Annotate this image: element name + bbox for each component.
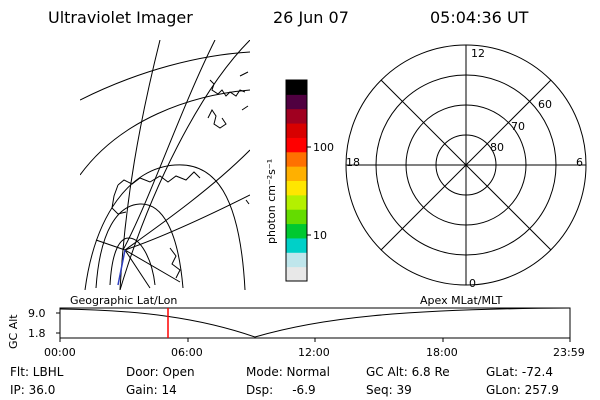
colorbar-cell [286, 209, 307, 225]
colorbar-cell [286, 252, 307, 268]
colorbar-cell [286, 123, 307, 138]
time-tick-2: 12:00 [298, 346, 330, 359]
coastline-7 [245, 199, 250, 205]
status-ip: IP: 36.0 [10, 383, 56, 397]
colorbar-tick-10: 10 [313, 229, 327, 242]
coastline-4 [111, 184, 127, 215]
coastline-5 [169, 247, 181, 279]
coastline-6 [239, 71, 249, 111]
status-gc-alt: GC Alt: 6.8 Re [366, 365, 450, 379]
status-glon: GLon: 257.9 [486, 383, 559, 397]
meridian-2 [119, 40, 161, 290]
colorbar-cell [286, 108, 307, 124]
altitude-ylabel: GC Alt [7, 314, 20, 349]
apex-projection-label: Apex MLat/MLT [420, 294, 503, 307]
time-tick-0: 00:00 [44, 346, 76, 359]
status-mode: Mode: Normal [246, 365, 330, 379]
colorbar-tick-100: 100 [313, 141, 334, 154]
mlt-label-18: 18 [346, 156, 360, 169]
mlat-label-80: 80 [490, 141, 504, 154]
instrument-title: Ultraviolet Imager [48, 8, 193, 27]
colorbar-unit-label: photon cm⁻²s⁻¹ [265, 158, 278, 244]
colorbar-cell [286, 151, 307, 167]
coastline-2 [207, 109, 227, 129]
mlt-label-0: 0 [469, 277, 476, 290]
colorbar [285, 79, 311, 282]
latitude-arc-1 [80, 51, 250, 101]
altitude-curve [59, 307, 571, 338]
meridian-4 [124, 149, 250, 251]
time-tick-4: 23:59 [553, 346, 585, 359]
polar-grid [345, 44, 587, 286]
colorbar-cell [286, 166, 307, 181]
mlt-label-12: 12 [471, 47, 485, 60]
mlat-label-60: 60 [538, 98, 552, 111]
latitude-arc-2 [80, 89, 250, 176]
colorbar-cell [286, 223, 307, 239]
altitude-plot [56, 307, 571, 342]
coastline-3 [117, 171, 201, 186]
geographic-map [80, 40, 250, 290]
satellite-track [117, 249, 126, 286]
geographic-projection-label: Geographic Lat/Lon [70, 294, 178, 307]
time-label: 05:04:36 UT [430, 8, 529, 27]
status-dsp: Dsp: -6.9 [246, 383, 316, 397]
time-tick-1: 06:00 [171, 346, 203, 359]
coastline-1 [209, 79, 246, 97]
colorbar-cell [286, 80, 307, 95]
latitude-arc-3 [84, 164, 246, 290]
meridian-5 [124, 194, 250, 251]
meridian-7 [124, 249, 151, 289]
meridian-6 [95, 239, 181, 283]
date-label: 26 Jun 07 [273, 8, 349, 27]
altitude-ytick-high: 9.0 [28, 307, 46, 320]
status-gain: Gain: 14 [126, 383, 177, 397]
time-tick-3: 18:00 [426, 346, 458, 359]
status-filter: Flt: LBHL [10, 365, 64, 379]
status-seq: Seq: 39 [366, 383, 412, 397]
colorbar-cell [286, 266, 307, 282]
latitude-arc-4 [95, 203, 184, 289]
status-door: Door: Open [126, 365, 195, 379]
colorbar-cell [286, 137, 307, 153]
mlt-line-diag-2 [380, 79, 552, 251]
colorbar-cell [286, 180, 307, 196]
status-glat: GLat: -72.4 [486, 365, 553, 379]
mlt-label-6: 6 [576, 156, 583, 169]
meridian-1 [119, 40, 250, 290]
altitude-ytick-low: 1.8 [28, 327, 46, 340]
colorbar-cell [286, 194, 307, 210]
colorbar-cell [286, 94, 307, 110]
colorbar-cell [286, 237, 307, 253]
mlat-label-70: 70 [511, 120, 525, 133]
meridian-3 [122, 40, 216, 251]
